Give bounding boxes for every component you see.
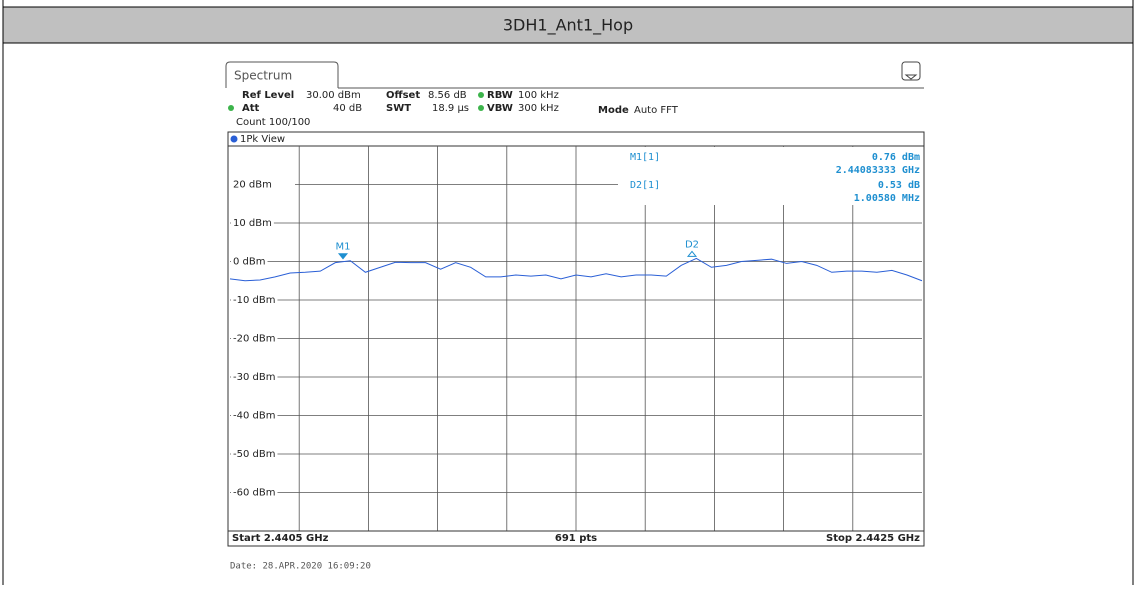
marker-symbol [337,253,349,260]
value: 300 kHz [518,103,559,114]
label: RBW [487,90,513,101]
marker-freq: 2.44083333 GHz [836,165,920,176]
tick-label-bg [231,371,278,383]
date: Date: 28.APR.2020 16:09:20 [230,562,371,572]
marker-tag: M1 [336,242,351,253]
tick-label-bg [231,409,278,422]
value: 40 dB [333,103,362,114]
header-row [2,6,1134,44]
start-label: Start 2.4405 GHz [232,533,329,544]
stop-label: Stop 2.4425 GHz [826,533,920,544]
marker-symbol [686,250,698,257]
tick-label-bg [231,178,274,191]
tick-label-bg [231,448,278,460]
label: SWT [386,103,411,114]
tick-label-bg [231,255,268,268]
view-label: 1Pk View [240,134,285,145]
value: 30.00 dBm [306,90,361,101]
y-tick-label: -50 dBm [233,449,275,460]
header-title: 3DH1_Ant1_Hop [503,16,633,36]
y-tick-label: -20 dBm [233,334,275,345]
status-dot [478,92,484,98]
y-tick-label: -30 dBm [233,372,275,383]
label: VBW [487,103,513,114]
marker-label: M1[1] [630,152,660,163]
marker-value: 0.76 dBm [872,152,920,163]
tab [225,61,339,88]
label: Offset [386,90,420,101]
readout-bg [618,147,922,205]
tick-label-bg [231,332,278,345]
y-tick-label: -60 dBm [233,488,275,499]
marker-value: 0.53 dB [878,180,920,191]
marker-label: D2[1] [630,180,660,191]
label: Ref Level [242,90,294,101]
value: 18.9 µs [432,103,469,114]
points-label: 691 pts [555,533,597,544]
y-tick-label: 10 dBm [233,218,272,229]
tick-label-bg [231,217,274,229]
marker-freq: 1.00580 MHz [854,193,920,204]
status-dot [228,105,234,111]
tab-label: Spectrum [234,69,292,83]
label: Mode [598,105,629,116]
view-dot [230,135,238,143]
plot-area: 20 dBm 10 dBm 0 dBm -10 dBm -20 dBm -30 dBm -4… [229,146,923,531]
menu-icon[interactable] [901,61,921,81]
tick-label-bg [231,486,278,499]
value: Auto FFT [634,105,679,116]
y-tick-label: -10 dBm [233,295,275,306]
value: 100 kHz [518,90,559,101]
count: Count 100/100 [236,117,310,128]
y-tick-label: 20 dBm [233,180,272,191]
status-dot [478,105,484,111]
value: 8.56 dB [428,90,467,101]
tick-label-bg [231,294,278,306]
label: Att [242,103,260,114]
menu-icon-arrow [904,74,918,80]
y-tick-label: 0 dBm [233,257,266,268]
y-tick-label: -40 dBm [233,411,275,422]
trace [229,257,923,282]
marker-tag: D2 [685,239,699,250]
